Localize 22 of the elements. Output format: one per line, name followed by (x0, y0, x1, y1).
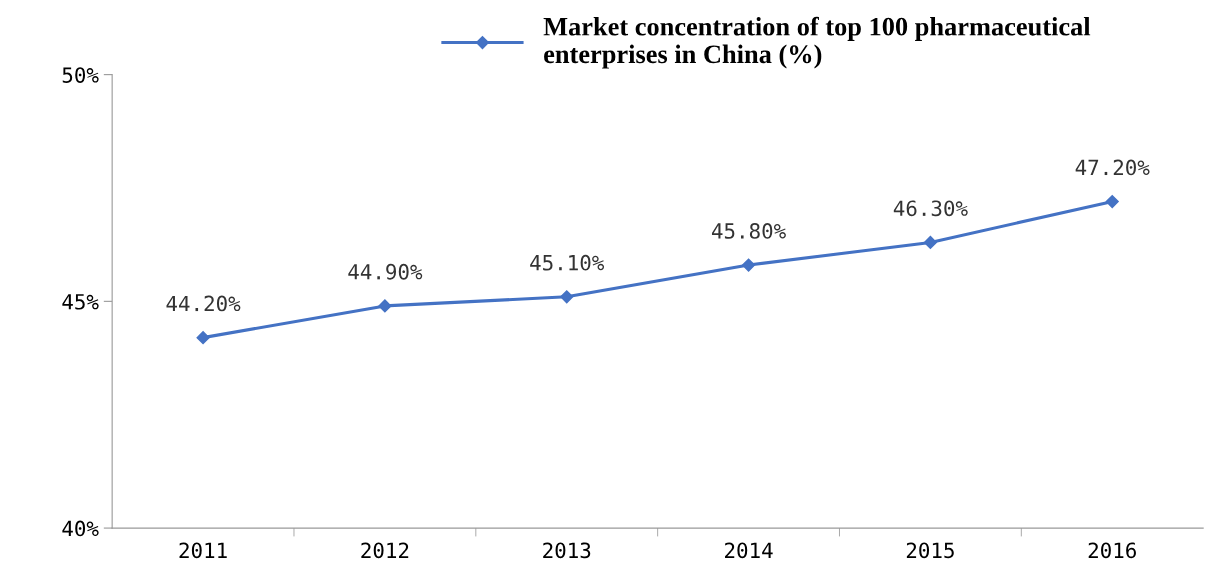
x-tick-label: 2014 (725, 542, 773, 559)
point (196, 331, 210, 345)
data-label: 45.10% (530, 254, 605, 271)
data-label: 47.20% (1075, 159, 1150, 176)
y-tick-label: 45% (62, 294, 99, 310)
legend-label: Market concentration of top 100 pharmaceutical enterprises in China (%) (543, 16, 1091, 69)
y-tick-label: 50% (62, 67, 99, 83)
x-tick-label: 2013 (543, 542, 591, 559)
point (923, 235, 937, 249)
point (741, 258, 756, 272)
y-tick-label: 40% (62, 520, 99, 537)
data-label: 45.80% (711, 223, 786, 239)
x-tick-label: 2011 (179, 542, 227, 559)
x-tick-label: 2015 (906, 542, 954, 559)
data-label: 44.20% (166, 295, 241, 312)
x-tick-label: 2016 (1088, 542, 1136, 559)
point (560, 290, 574, 304)
point (378, 299, 392, 313)
data-label: 44.90% (348, 263, 423, 280)
point (1105, 195, 1119, 209)
data-label: 46.30% (893, 200, 968, 217)
x-tick-label: 2012 (361, 542, 409, 559)
